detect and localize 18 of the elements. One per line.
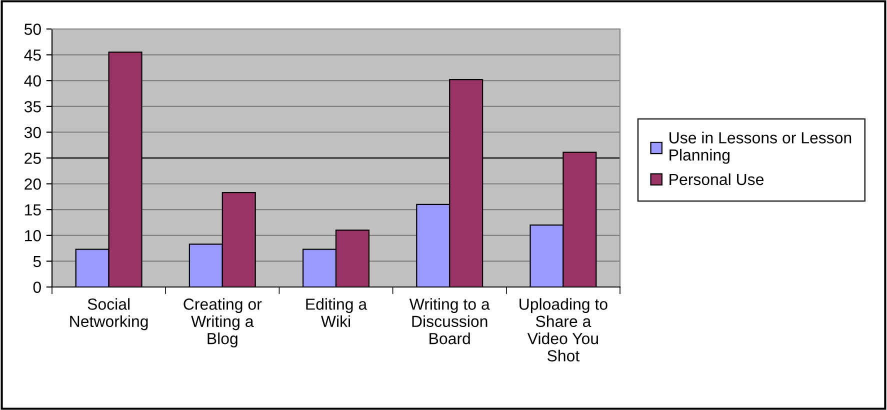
x-tick-label: Writing to a Discussion Board (409, 298, 490, 344)
y-tick-label: 50 (24, 24, 41, 35)
y-tick-label: 0 (33, 282, 41, 293)
x-tick-label: Editing a Wiki (306, 298, 368, 327)
x-tick-label: Creating or Writing a Blog (184, 298, 262, 348)
y-tick-label: 15 (25, 204, 41, 216)
x-tick-label: Uploading to Share a Video You Shot (520, 298, 608, 362)
y-tick-label: 30 (24, 126, 41, 138)
legend-label: Use in Lessons or Lesson Planning (670, 132, 852, 164)
y-tick-label: 5 (33, 256, 41, 268)
y-tick-label: 35 (24, 101, 41, 112)
x-tick-label: Social Networking (70, 298, 148, 330)
y-tick-label: 40 (24, 75, 41, 87)
y-tick-label: 45 (24, 50, 41, 61)
y-tick-label: 20 (24, 178, 41, 190)
y-tick-label: 25 (24, 152, 41, 164)
legend-label: Personal Use (670, 173, 764, 186)
y-tick-label: 10 (25, 230, 41, 242)
